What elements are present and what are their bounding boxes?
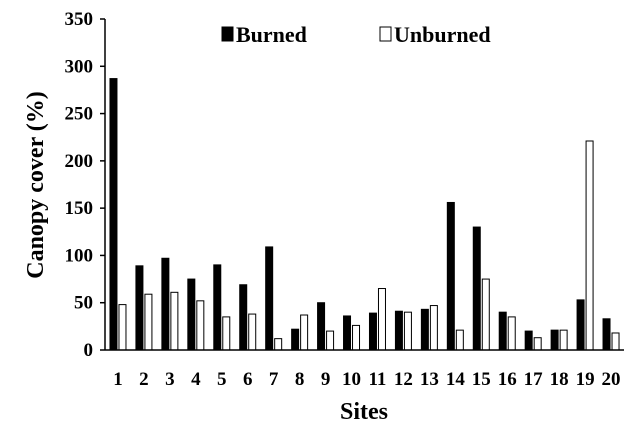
y-tick-label: 300 — [65, 56, 94, 77]
bar-unburned-site-6 — [248, 313, 257, 351]
bar-burned-site-16 — [498, 311, 507, 351]
y-tick-label: 200 — [65, 151, 94, 172]
bar-burned-site-10 — [343, 315, 352, 351]
y-tick-label: 100 — [65, 245, 94, 266]
bar-unburned-site-5 — [222, 316, 231, 351]
bar-burned-site-11 — [368, 312, 377, 351]
x-tick-label: 3 — [165, 369, 175, 390]
legend-swatch-burned — [221, 26, 234, 42]
x-tick-label: 15 — [472, 369, 491, 390]
x-tick-label: 4 — [191, 369, 201, 390]
x-tick-label: 10 — [342, 369, 361, 390]
bar-burned-site-3 — [161, 257, 170, 351]
legend-label-unburned: Unburned — [394, 22, 491, 47]
bar-burned-site-4 — [187, 278, 196, 351]
x-tick-label: 18 — [550, 369, 569, 390]
bar-burned-site-1 — [109, 78, 118, 351]
y-tick-label: 0 — [84, 340, 94, 361]
x-axis-title: Sites — [340, 399, 388, 425]
bar-unburned-site-13 — [429, 305, 438, 351]
bar-unburned-site-18 — [559, 329, 568, 351]
x-tick-label: 19 — [576, 369, 595, 390]
bar-unburned-site-19 — [585, 140, 594, 351]
y-axis-title: Canopy cover (%) — [23, 91, 49, 279]
x-tick-label: 20 — [602, 369, 621, 390]
x-tick-label: 1 — [113, 369, 123, 390]
bar-burned-site-13 — [420, 308, 429, 351]
bar-burned-site-9 — [317, 302, 326, 351]
y-tick-label: 350 — [65, 9, 94, 30]
x-tick-label: 9 — [321, 369, 331, 390]
bar-unburned-site-12 — [403, 311, 412, 351]
legend-label-burned: Burned — [236, 22, 307, 47]
x-tick-label: 16 — [498, 369, 517, 390]
bar-unburned-site-7 — [274, 338, 283, 351]
bar-unburned-site-4 — [196, 300, 205, 351]
bar-burned-site-17 — [524, 330, 533, 351]
bar-burned-site-2 — [135, 265, 144, 351]
bar-unburned-site-15 — [481, 278, 490, 351]
bar-unburned-site-14 — [455, 329, 464, 351]
bar-unburned-site-10 — [352, 324, 361, 351]
bar-burned-site-5 — [213, 264, 222, 351]
bar-unburned-site-20 — [611, 332, 620, 351]
y-tick-label: 250 — [65, 104, 94, 125]
bar-burned-site-7 — [265, 246, 274, 351]
bar-burned-site-12 — [394, 310, 403, 351]
bar-unburned-site-8 — [300, 314, 309, 351]
bar-burned-site-8 — [291, 328, 300, 351]
x-tick-label: 13 — [420, 369, 439, 390]
x-tick-label: 5 — [217, 369, 227, 390]
x-tick-label: 2 — [139, 369, 149, 390]
bar-burned-site-19 — [576, 299, 585, 351]
x-axis-ticks: 1 2 3 4 5 6 7 8 9 10 11 12 13 14 15 16 17 18 19 20 — [113, 369, 620, 390]
x-tick-label: 8 — [295, 369, 305, 390]
y-tick-label: 50 — [74, 293, 93, 314]
y-axis-ticks: 0 50 100 150 200 250 300 350 — [65, 9, 105, 361]
x-tick-label: 14 — [446, 369, 466, 390]
bar-burned-site-18 — [550, 329, 559, 351]
bar-burned-site-14 — [446, 201, 455, 351]
bar-unburned-site-2 — [144, 293, 153, 351]
bar-unburned-site-16 — [507, 316, 516, 351]
bar-unburned-site-17 — [533, 337, 542, 351]
x-tick-label: 6 — [243, 369, 253, 390]
y-tick-label: 150 — [65, 198, 94, 219]
bar-unburned-site-1 — [118, 304, 127, 351]
x-tick-label: 17 — [524, 369, 544, 390]
x-tick-label: 11 — [368, 369, 386, 390]
x-tick-label: 7 — [269, 369, 279, 390]
bar-burned-site-20 — [602, 318, 611, 351]
bar-burned-site-6 — [239, 284, 248, 351]
bar-unburned-site-9 — [326, 330, 335, 351]
bar-burned-site-15 — [472, 226, 481, 351]
legend-swatch-unburned — [379, 26, 392, 42]
legend: Burned Unburned — [221, 22, 491, 47]
bar-unburned-site-3 — [170, 291, 179, 351]
x-tick-label: 12 — [394, 369, 413, 390]
bars-group — [109, 78, 620, 351]
bar-unburned-site-11 — [377, 288, 386, 351]
